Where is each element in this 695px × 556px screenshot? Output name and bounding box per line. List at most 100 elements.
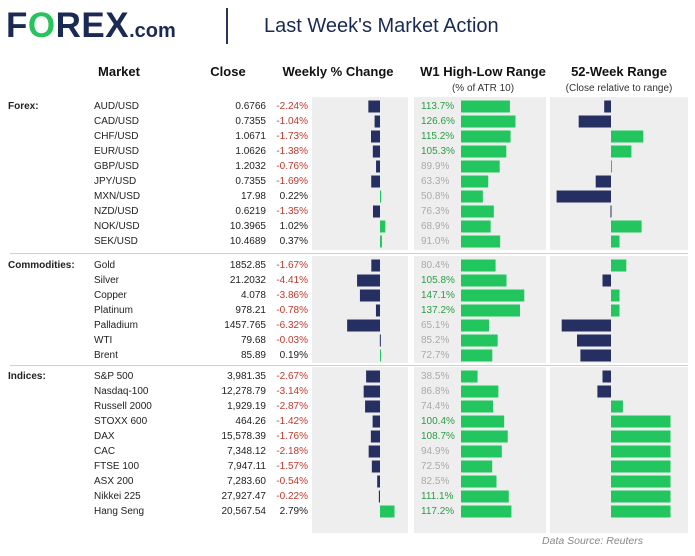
w1-range-bar bbox=[461, 175, 489, 188]
range-52w-bar bbox=[597, 385, 611, 398]
market-name: MXN/USD bbox=[94, 191, 141, 202]
market-name: CAD/USD bbox=[94, 116, 140, 127]
range-52w-bar bbox=[611, 460, 671, 473]
weekly-change-value: 0.22% bbox=[279, 191, 308, 202]
range-52w-bar bbox=[611, 304, 620, 317]
market-name: Silver bbox=[94, 275, 120, 286]
market-name: Brent bbox=[94, 350, 118, 361]
w1-range-bar bbox=[461, 385, 499, 398]
w1-range-value: 94.9% bbox=[421, 446, 450, 457]
w1-range-bar bbox=[461, 370, 478, 383]
w1-range-value: 82.5% bbox=[421, 476, 450, 487]
weekly-change-value: 0.37% bbox=[279, 236, 308, 247]
w1-range-value: 72.7% bbox=[421, 350, 450, 361]
w1-range-bar bbox=[461, 445, 502, 458]
market-name: SEK/USD bbox=[94, 236, 138, 247]
header: FOREX.com Last Week's Market Action bbox=[0, 0, 695, 52]
range-52w-bar bbox=[611, 289, 620, 302]
w1-range-value: 76.3% bbox=[421, 206, 450, 217]
market-name: Hang Seng bbox=[94, 506, 145, 517]
w1-range-bar bbox=[461, 115, 516, 128]
weekly-change-value: -2.24% bbox=[276, 101, 308, 112]
weekly-change-bar bbox=[368, 445, 380, 458]
w1-range-bar bbox=[461, 400, 493, 413]
w1-range-bar bbox=[461, 319, 489, 332]
range-52w-bar bbox=[561, 319, 611, 332]
forex-logo[interactable]: FOREX.com bbox=[6, 4, 176, 53]
weekly-change-bar bbox=[380, 349, 381, 362]
weekly-change-bar bbox=[379, 334, 381, 347]
data-source-note: Data Source: Reuters bbox=[542, 535, 643, 547]
close-value: 10.4689 bbox=[229, 236, 266, 247]
weekly-change-bar bbox=[372, 145, 380, 158]
market-name: S&P 500 bbox=[94, 371, 134, 382]
logo-suffix: .com bbox=[129, 20, 176, 42]
market-name: Copper bbox=[94, 290, 127, 301]
w1-range-bar bbox=[461, 304, 520, 317]
range-52w-bar bbox=[611, 475, 671, 488]
weekly-change-bar bbox=[371, 175, 380, 188]
weekly-change-bar bbox=[380, 235, 382, 248]
weekly-change-value: -2.67% bbox=[276, 371, 308, 382]
market-name: Nasdaq-100 bbox=[94, 386, 149, 397]
column-header-w1-range: W1 High-Low Range bbox=[420, 64, 546, 79]
range-52w-bar bbox=[611, 415, 671, 428]
range-52w-bar bbox=[556, 190, 611, 203]
logo-letter-f: F bbox=[6, 6, 28, 45]
w1-range-value: 86.8% bbox=[421, 386, 450, 397]
w1-range-value: 91.0% bbox=[421, 236, 450, 247]
column-header-market: Market bbox=[98, 64, 140, 79]
weekly-change-value: -0.76% bbox=[276, 161, 308, 172]
logo-letters-rex: REX bbox=[55, 6, 130, 45]
panel-weekly-indices bbox=[312, 367, 408, 533]
range-52w-bar bbox=[611, 400, 623, 413]
weekly-change-bar bbox=[375, 304, 380, 317]
w1-range-bar bbox=[461, 505, 512, 518]
close-value: 1457.765 bbox=[224, 320, 266, 331]
range-52w-bar bbox=[602, 274, 611, 287]
w1-range-value: 111.1% bbox=[421, 491, 454, 502]
range-52w-bar bbox=[611, 430, 671, 443]
weekly-change-value: -1.76% bbox=[276, 431, 308, 442]
range-52w-bar bbox=[578, 115, 611, 128]
close-value: 21.2032 bbox=[229, 275, 266, 286]
close-value: 1.0626 bbox=[235, 146, 266, 157]
w1-range-bar bbox=[461, 190, 483, 203]
w1-range-value: 105.3% bbox=[421, 146, 455, 157]
weekly-change-value: -0.78% bbox=[276, 305, 308, 316]
close-value: 10.3965 bbox=[229, 221, 266, 232]
weekly-change-bar bbox=[368, 100, 380, 113]
w1-range-value: 108.7% bbox=[421, 431, 455, 442]
market-name: CAC bbox=[94, 446, 116, 457]
weekly-change-value: -2.87% bbox=[276, 401, 308, 412]
close-value: 0.7355 bbox=[235, 116, 266, 127]
w1-range-value: 105.8% bbox=[421, 275, 455, 286]
range-52w-bar bbox=[604, 100, 611, 113]
market-name: JPY/USD bbox=[94, 176, 137, 187]
range-52w-bar bbox=[595, 175, 611, 188]
close-value: 20,567.54 bbox=[221, 506, 267, 517]
w1-range-bar bbox=[461, 100, 510, 113]
weekly-change-bar bbox=[372, 205, 380, 218]
range-52w-bar bbox=[611, 130, 644, 143]
market-name: WTI bbox=[94, 335, 113, 346]
column-subheader-w1-range: (% of ATR 10) bbox=[451, 83, 515, 94]
weekly-change-bar bbox=[376, 160, 380, 173]
weekly-change-bar bbox=[357, 274, 380, 287]
weekly-change-bar bbox=[380, 220, 386, 233]
market-name: ASX 200 bbox=[94, 476, 134, 487]
weekly-change-bar bbox=[378, 490, 380, 503]
weekly-change-value: 0.19% bbox=[279, 350, 308, 361]
weekly-change-value: -1.67% bbox=[276, 260, 308, 271]
close-value: 3,981.35 bbox=[227, 371, 266, 382]
w1-range-bar bbox=[461, 205, 494, 218]
market-name: Palladium bbox=[94, 320, 138, 331]
weekly-change-value: 2.79% bbox=[279, 506, 308, 517]
market-name: AUD/USD bbox=[94, 101, 140, 112]
market-name: Russell 2000 bbox=[94, 401, 152, 412]
weekly-change-value: -6.32% bbox=[276, 320, 308, 331]
weekly-change-bar bbox=[374, 115, 380, 128]
close-value: 27,927.47 bbox=[221, 491, 267, 502]
weekly-change-value: -4.41% bbox=[276, 275, 308, 286]
weekly-change-bar bbox=[380, 505, 395, 518]
